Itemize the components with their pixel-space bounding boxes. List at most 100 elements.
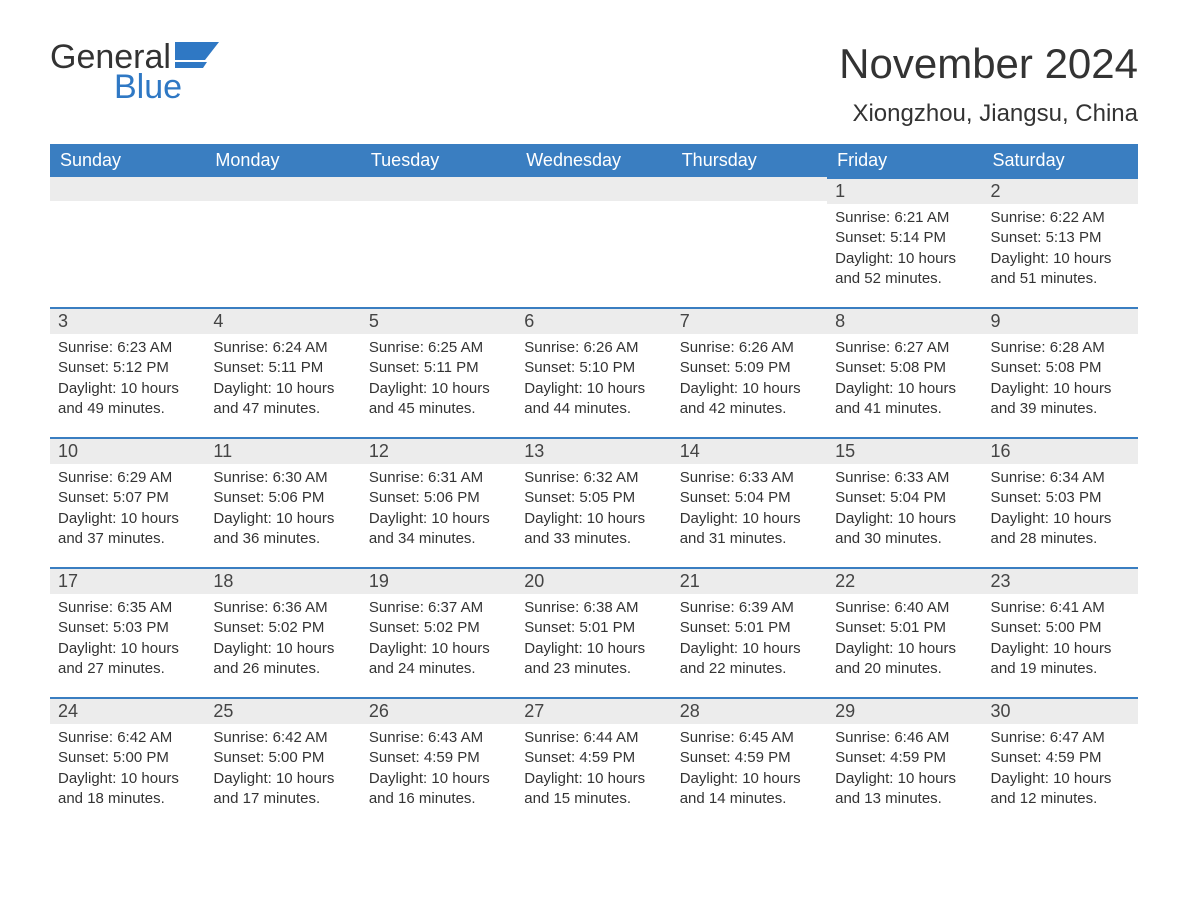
sunset-value: 5:02 PM	[268, 619, 324, 636]
weekday-header: Saturday	[983, 144, 1138, 177]
sunrise-value: 6:25 AM	[428, 339, 483, 356]
sunset-line: Sunset: 4:59 PM	[680, 748, 819, 768]
sunset-value: 5:06 PM	[424, 489, 480, 506]
sunset-line: Sunset: 5:09 PM	[680, 358, 819, 378]
sunset-label: Sunset:	[991, 229, 1046, 246]
calendar-day-cell: 25Sunrise: 6:42 AMSunset: 5:00 PMDayligh…	[205, 697, 360, 827]
calendar-day-cell: 12Sunrise: 6:31 AMSunset: 5:06 PMDayligh…	[361, 437, 516, 567]
daylight-line: Daylight: 10 hours and 34 minutes.	[369, 509, 508, 550]
sunset-label: Sunset:	[58, 749, 113, 766]
empty-day	[50, 177, 205, 201]
sunrise-value: 6:33 AM	[739, 469, 794, 486]
day-details: Sunrise: 6:32 AMSunset: 5:05 PMDaylight:…	[516, 464, 671, 557]
sunrise-label: Sunrise:	[58, 729, 117, 746]
daylight-label: Daylight:	[524, 380, 587, 397]
calendar-day-cell: 27Sunrise: 6:44 AMSunset: 4:59 PMDayligh…	[516, 697, 671, 827]
sunset-value: 5:03 PM	[1046, 489, 1102, 506]
sunrise-label: Sunrise:	[991, 339, 1050, 356]
sunset-label: Sunset:	[369, 749, 424, 766]
daylight-line: Daylight: 10 hours and 24 minutes.	[369, 639, 508, 680]
sunset-value: 5:05 PM	[579, 489, 635, 506]
sunset-value: 4:59 PM	[579, 749, 635, 766]
sunset-line: Sunset: 4:59 PM	[369, 748, 508, 768]
sunrise-line: Sunrise: 6:26 AM	[680, 338, 819, 358]
sunset-label: Sunset:	[524, 619, 579, 636]
sunrise-label: Sunrise:	[58, 339, 117, 356]
day-number: 1	[827, 177, 982, 204]
sunset-label: Sunset:	[835, 359, 890, 376]
sunset-label: Sunset:	[991, 749, 1046, 766]
day-details: Sunrise: 6:39 AMSunset: 5:01 PMDaylight:…	[672, 594, 827, 687]
sunrise-value: 6:26 AM	[739, 339, 794, 356]
daylight-label: Daylight:	[991, 250, 1054, 267]
sunset-value: 5:11 PM	[268, 359, 323, 376]
sunset-line: Sunset: 4:59 PM	[835, 748, 974, 768]
sunset-line: Sunset: 4:59 PM	[524, 748, 663, 768]
page-header: General Blue November 2024 Xiongzhou, Ji…	[50, 40, 1138, 136]
sunset-line: Sunset: 5:08 PM	[991, 358, 1130, 378]
day-details: Sunrise: 6:42 AMSunset: 5:00 PMDaylight:…	[205, 724, 360, 817]
day-details: Sunrise: 6:38 AMSunset: 5:01 PMDaylight:…	[516, 594, 671, 687]
day-number: 20	[516, 567, 671, 594]
sunrise-line: Sunrise: 6:24 AM	[213, 338, 352, 358]
day-details: Sunrise: 6:33 AMSunset: 5:04 PMDaylight:…	[672, 464, 827, 557]
sunrise-label: Sunrise:	[524, 729, 583, 746]
sunrise-value: 6:32 AM	[583, 469, 638, 486]
day-details: Sunrise: 6:44 AMSunset: 4:59 PMDaylight:…	[516, 724, 671, 817]
sunrise-line: Sunrise: 6:28 AM	[991, 338, 1130, 358]
calendar-day-cell: 6Sunrise: 6:26 AMSunset: 5:10 PMDaylight…	[516, 307, 671, 437]
calendar-week-row: 10Sunrise: 6:29 AMSunset: 5:07 PMDayligh…	[50, 437, 1138, 567]
sunset-label: Sunset:	[991, 359, 1046, 376]
calendar-day-cell: 13Sunrise: 6:32 AMSunset: 5:05 PMDayligh…	[516, 437, 671, 567]
daylight-line: Daylight: 10 hours and 18 minutes.	[58, 769, 197, 810]
sunrise-label: Sunrise:	[369, 339, 428, 356]
calendar-table: SundayMondayTuesdayWednesdayThursdayFrid…	[50, 144, 1138, 827]
calendar-day-cell: 20Sunrise: 6:38 AMSunset: 5:01 PMDayligh…	[516, 567, 671, 697]
daylight-label: Daylight:	[524, 510, 587, 527]
sunset-label: Sunset:	[213, 749, 268, 766]
sunset-label: Sunset:	[369, 359, 424, 376]
day-number: 21	[672, 567, 827, 594]
day-details: Sunrise: 6:37 AMSunset: 5:02 PMDaylight:…	[361, 594, 516, 687]
sunrise-label: Sunrise:	[369, 469, 428, 486]
sunrise-line: Sunrise: 6:39 AM	[680, 598, 819, 618]
day-details: Sunrise: 6:27 AMSunset: 5:08 PMDaylight:…	[827, 334, 982, 427]
sunrise-value: 6:43 AM	[428, 729, 483, 746]
sunset-line: Sunset: 5:10 PM	[524, 358, 663, 378]
sunset-value: 5:08 PM	[890, 359, 946, 376]
calendar-day-cell: 24Sunrise: 6:42 AMSunset: 5:00 PMDayligh…	[50, 697, 205, 827]
sunrise-line: Sunrise: 6:47 AM	[991, 728, 1130, 748]
daylight-label: Daylight:	[991, 770, 1054, 787]
day-details: Sunrise: 6:22 AMSunset: 5:13 PMDaylight:…	[983, 204, 1138, 297]
sunset-label: Sunset:	[369, 489, 424, 506]
sunrise-line: Sunrise: 6:21 AM	[835, 208, 974, 228]
daylight-label: Daylight:	[680, 640, 743, 657]
sunset-label: Sunset:	[835, 489, 890, 506]
sunset-line: Sunset: 5:02 PM	[369, 618, 508, 638]
day-number: 5	[361, 307, 516, 334]
sunset-value: 5:01 PM	[735, 619, 791, 636]
sunrise-label: Sunrise:	[680, 599, 739, 616]
daylight-line: Daylight: 10 hours and 31 minutes.	[680, 509, 819, 550]
sunrise-label: Sunrise:	[835, 729, 894, 746]
calendar-day-cell: 30Sunrise: 6:47 AMSunset: 4:59 PMDayligh…	[983, 697, 1138, 827]
daylight-label: Daylight:	[58, 640, 121, 657]
daylight-line: Daylight: 10 hours and 12 minutes.	[991, 769, 1130, 810]
sunset-label: Sunset:	[524, 749, 579, 766]
day-details: Sunrise: 6:28 AMSunset: 5:08 PMDaylight:…	[983, 334, 1138, 427]
sunrise-value: 6:39 AM	[739, 599, 794, 616]
sunrise-label: Sunrise:	[835, 469, 894, 486]
sunset-value: 4:59 PM	[424, 749, 480, 766]
sunset-line: Sunset: 5:01 PM	[680, 618, 819, 638]
daylight-line: Daylight: 10 hours and 27 minutes.	[58, 639, 197, 680]
sunrise-label: Sunrise:	[524, 339, 583, 356]
day-number: 27	[516, 697, 671, 724]
sunset-line: Sunset: 5:06 PM	[213, 488, 352, 508]
sunrise-line: Sunrise: 6:27 AM	[835, 338, 974, 358]
sunrise-value: 6:40 AM	[894, 599, 949, 616]
sunrise-label: Sunrise:	[524, 469, 583, 486]
sunset-line: Sunset: 5:12 PM	[58, 358, 197, 378]
sunset-label: Sunset:	[58, 359, 113, 376]
day-number: 13	[516, 437, 671, 464]
daylight-line: Daylight: 10 hours and 42 minutes.	[680, 379, 819, 420]
